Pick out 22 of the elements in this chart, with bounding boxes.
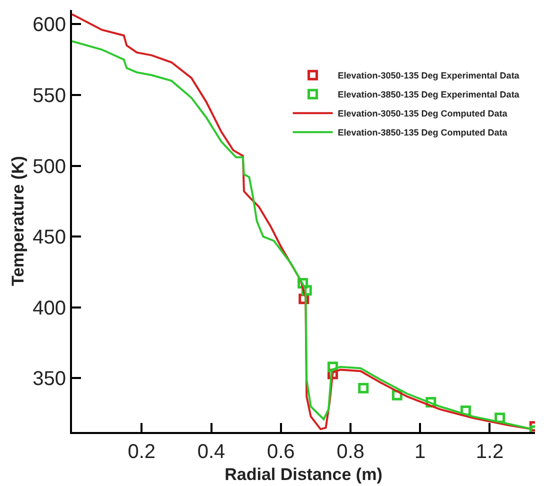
x-tick-label: 0.2 [128, 441, 156, 463]
y-tick-label: 600 [32, 14, 66, 36]
x-tick-label: 0.4 [197, 441, 226, 463]
point [358, 382, 369, 394]
legend-label: Elevation-3050-135 Deg Computed Data [338, 108, 508, 119]
y-tick-label: 350 [32, 368, 66, 390]
x-tick-label: 0.6 [266, 441, 295, 463]
point [494, 412, 506, 424]
legend-label: Elevation-3850-135 Deg Experimental Data [338, 90, 520, 100]
x-tick-label: 0.8 [336, 441, 364, 463]
y-axis-title: Temperature (K) [8, 156, 28, 286]
legend-label: Elevation-3850-135 Deg Computed Data [338, 128, 508, 138]
x-axis-title: Radial Distance (m) [224, 464, 382, 484]
legend-label: Elevation-3050-135 Deg Experimental Data [338, 70, 520, 81]
point [460, 406, 471, 416]
x-tick-label: 1 [414, 441, 426, 463]
x-tick-label: 1.2 [476, 441, 504, 463]
y-tick-label: 550 [32, 84, 66, 107]
y-tick-label: 500 [32, 156, 66, 178]
y-tick-label: 450 [32, 226, 66, 249]
point [298, 278, 308, 289]
y-tick-label: 400 [32, 297, 66, 320]
